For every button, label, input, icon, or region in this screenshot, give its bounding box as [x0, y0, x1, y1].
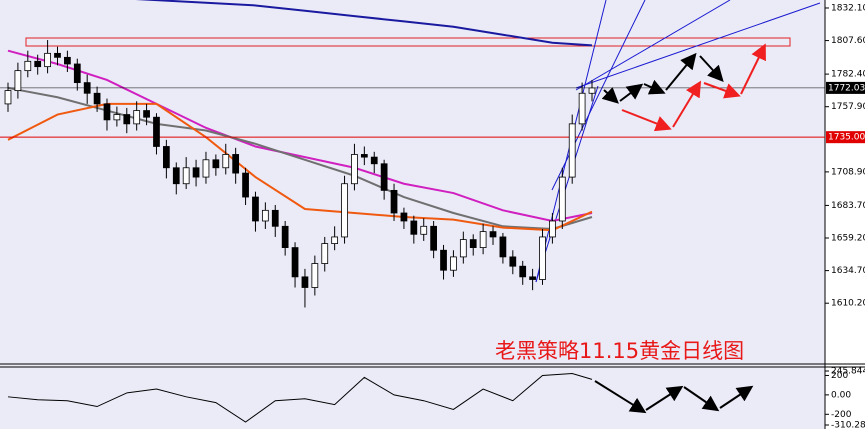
candle-body — [341, 183, 348, 238]
candle-body — [549, 220, 556, 238]
resistance-box — [25, 37, 791, 47]
y-tick-label: 1610.20 — [831, 299, 865, 309]
main-panel — [0, 0, 825, 308]
y-tick-label: -200 — [831, 410, 852, 420]
y-tick-label: 1708.90 — [831, 167, 865, 177]
candle-body — [301, 276, 309, 288]
y-tick-label: 0.00 — [831, 390, 851, 400]
candle-body — [182, 167, 190, 185]
y-tick-label: 1782.40 — [831, 70, 865, 80]
candle-body — [568, 123, 576, 178]
price-label-box — [826, 81, 865, 94]
y-tick-label: 200 — [831, 371, 848, 381]
candle-body — [370, 156, 378, 165]
candle-body — [172, 167, 180, 185]
candle-body — [44, 52, 51, 68]
candle-body — [34, 60, 42, 68]
candle-body — [153, 116, 160, 147]
indicator-panel — [7, 373, 593, 423]
candle-body — [410, 220, 418, 235]
y-tick-label: 1757.90 — [831, 102, 865, 112]
moving-average — [7, 49, 593, 223]
candle-body — [558, 176, 566, 222]
y-tick-label: 1683.70 — [831, 201, 865, 211]
candle-body — [93, 92, 101, 105]
candle-body — [351, 154, 358, 185]
candle-body — [459, 239, 467, 258]
price-label: 1772.03 — [828, 83, 865, 93]
candle-body — [281, 225, 289, 248]
axis-background — [825, 0, 865, 429]
y-tick-label: 1659.20 — [831, 234, 865, 244]
candle-body — [143, 110, 150, 118]
forecast-arrows — [594, 43, 766, 414]
candle-body — [24, 60, 32, 72]
candle-body — [440, 249, 447, 271]
price-label-box — [826, 131, 865, 144]
candle-body — [54, 52, 61, 58]
candle-body — [212, 159, 220, 169]
candle-body — [192, 167, 200, 178]
candle-body — [271, 209, 279, 227]
candle-body — [133, 110, 141, 125]
candle-body — [479, 231, 487, 248]
moving-average — [135, 0, 593, 47]
candle-body — [113, 114, 121, 121]
candle-body — [499, 236, 507, 258]
y-tick-label: 1832.10 — [831, 3, 865, 13]
candle-body — [222, 154, 230, 169]
candle-body — [509, 256, 517, 267]
candle-body — [321, 243, 329, 264]
price-label: 1735.00 — [828, 133, 865, 143]
candle-body — [83, 82, 91, 94]
candle-body — [360, 154, 368, 158]
candle-body — [420, 225, 428, 235]
candle-body — [390, 189, 398, 214]
plot-background — [0, 0, 825, 429]
candle-body — [450, 256, 457, 271]
candle-body — [202, 159, 210, 178]
candle-body — [489, 231, 497, 238]
y-tick-label: 1807.60 — [831, 36, 865, 46]
candle-body — [64, 56, 71, 65]
candle-body — [588, 87, 596, 94]
candle-body — [311, 263, 319, 288]
candle-body — [261, 209, 269, 222]
candle-body — [400, 212, 408, 222]
candle-body — [252, 196, 259, 222]
chart-title: 老黑策略11.15黄金日线图 — [495, 339, 744, 363]
candle-body — [242, 172, 249, 198]
candle-body — [331, 236, 339, 244]
y-tick-label: -310.281 — [831, 421, 865, 429]
candle-body — [103, 103, 111, 121]
candle-body — [578, 92, 586, 125]
candle-body — [529, 276, 536, 280]
candle-body — [291, 247, 299, 278]
candle-body — [380, 163, 388, 191]
candle-body — [232, 154, 240, 174]
candle-body — [14, 70, 22, 92]
channel-lines — [535, 0, 821, 283]
candle-body — [469, 239, 477, 248]
indicator-line — [7, 373, 593, 423]
candle-body — [519, 265, 527, 278]
candle-body — [123, 114, 131, 125]
y-tick-label: 245.8448 — [831, 367, 865, 377]
candle-body — [163, 146, 170, 169]
y-tick-label: 1634.70 — [831, 266, 865, 276]
candle-body — [430, 225, 437, 251]
candle-body — [73, 63, 81, 84]
candle-body — [539, 236, 546, 280]
candle-body — [4, 90, 12, 105]
